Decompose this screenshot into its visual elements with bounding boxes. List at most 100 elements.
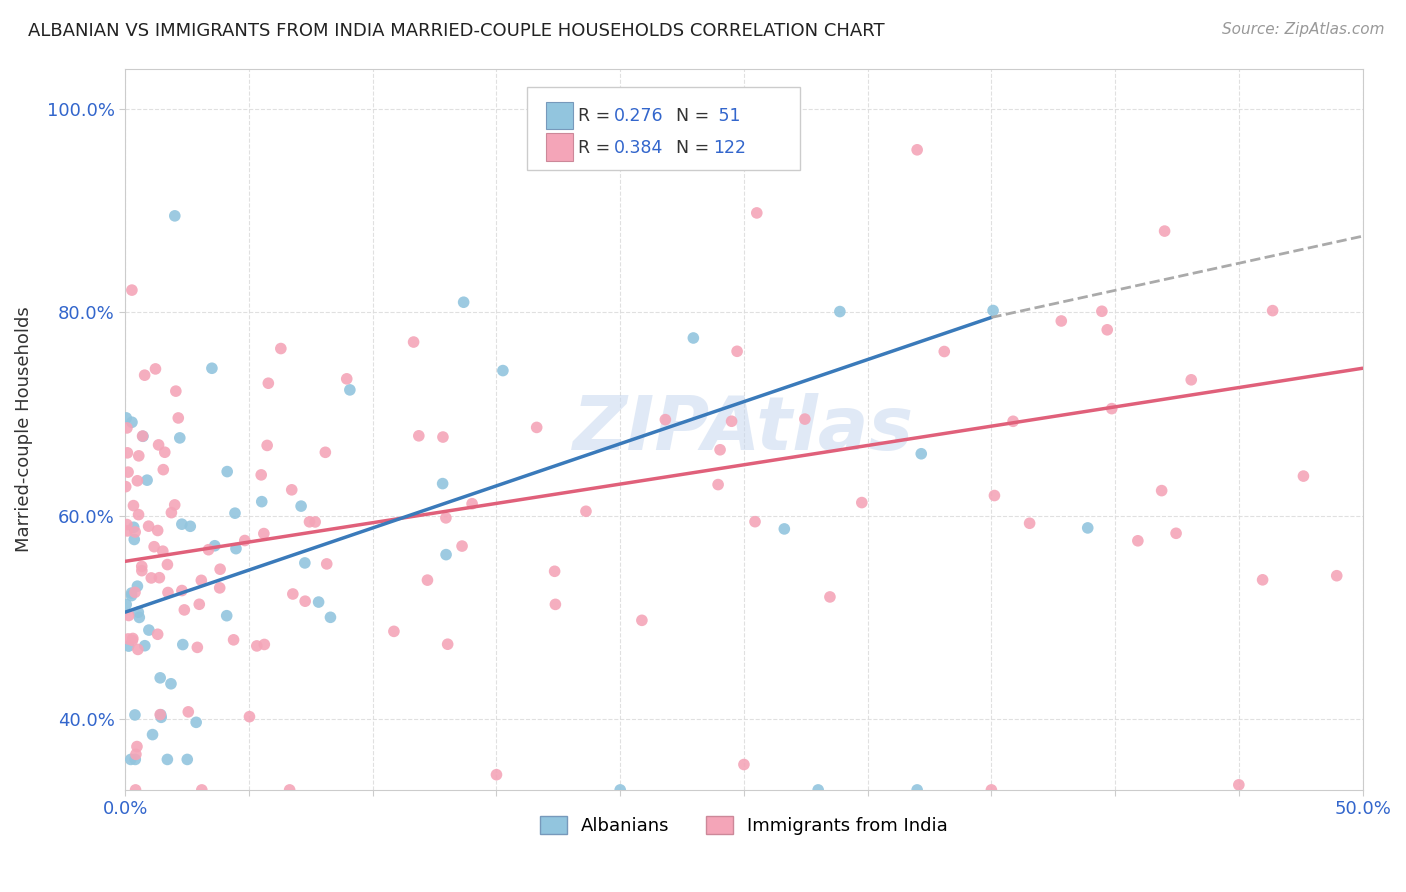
Point	[304, 515, 326, 529]
Point	[128, 610, 150, 624]
Point	[280, 483, 302, 497]
Point	[186, 640, 208, 655]
Legend: Albanians, Immigrants from India: Albanians, Immigrants from India	[540, 815, 948, 835]
Point	[120, 752, 142, 766]
Point	[1227, 778, 1250, 792]
Point	[165, 384, 187, 398]
Point	[138, 519, 160, 533]
Point	[115, 421, 138, 435]
Point	[1126, 533, 1149, 548]
Point	[117, 446, 139, 460]
Point	[733, 757, 755, 772]
Point	[224, 506, 246, 520]
Point	[122, 520, 145, 534]
Point	[485, 767, 508, 781]
Point	[128, 508, 150, 522]
Point	[197, 542, 219, 557]
Point	[453, 295, 475, 310]
Point	[117, 639, 139, 653]
Point	[1101, 401, 1123, 416]
Point	[707, 477, 730, 491]
Point	[492, 363, 515, 377]
Point	[1150, 483, 1173, 498]
Point	[980, 783, 1002, 797]
Point	[631, 613, 654, 627]
Point	[172, 638, 194, 652]
Point	[215, 608, 238, 623]
Point	[336, 372, 359, 386]
Point	[319, 610, 342, 624]
Point	[250, 467, 273, 482]
Point	[294, 556, 316, 570]
Point	[131, 564, 153, 578]
Point	[609, 783, 631, 797]
Point	[191, 783, 214, 797]
Point	[720, 414, 742, 428]
Point	[451, 539, 474, 553]
Point	[148, 438, 170, 452]
Point	[127, 474, 149, 488]
Y-axis label: Married-couple Households: Married-couple Households	[15, 306, 32, 552]
Point	[1018, 516, 1040, 531]
Point	[179, 519, 201, 533]
Point	[1002, 414, 1025, 428]
Point	[141, 571, 163, 585]
Point	[339, 383, 361, 397]
Point	[167, 411, 190, 425]
Point	[256, 438, 278, 452]
Point	[807, 783, 830, 797]
Point	[217, 465, 239, 479]
Point	[983, 489, 1005, 503]
Point	[124, 524, 146, 539]
Point	[170, 583, 193, 598]
Point	[294, 594, 316, 608]
Point	[141, 728, 163, 742]
Point	[150, 710, 173, 724]
Point	[138, 623, 160, 637]
Text: ZIPAtlas: ZIPAtlas	[574, 392, 914, 466]
Point	[773, 522, 796, 536]
Point	[526, 420, 548, 434]
Point	[117, 465, 139, 479]
Point	[122, 499, 145, 513]
Point	[115, 517, 138, 532]
Point	[188, 597, 211, 611]
Point	[125, 739, 148, 754]
Point	[146, 524, 169, 538]
Point	[132, 429, 155, 443]
Point	[308, 595, 330, 609]
Point	[186, 715, 208, 730]
Point	[153, 445, 176, 459]
Point	[315, 557, 337, 571]
Point	[117, 632, 139, 646]
Point	[851, 495, 873, 509]
Point	[434, 511, 457, 525]
Point	[575, 504, 598, 518]
Bar	[546, 102, 574, 129]
Point	[253, 637, 276, 651]
Point	[124, 707, 146, 722]
Point	[125, 747, 148, 762]
Point	[408, 429, 430, 443]
Point	[170, 517, 193, 532]
Text: R =: R =	[578, 139, 616, 157]
Point	[160, 677, 183, 691]
Point	[121, 632, 143, 646]
Text: N =: N =	[665, 107, 714, 125]
Text: Source: ZipAtlas.com: Source: ZipAtlas.com	[1222, 22, 1385, 37]
Point	[143, 540, 166, 554]
Point	[148, 571, 170, 585]
Point	[201, 361, 224, 376]
Text: ALBANIAN VS IMMIGRANTS FROM INDIA MARRIED-COUPLE HOUSEHOLDS CORRELATION CHART: ALBANIAN VS IMMIGRANTS FROM INDIA MARRIE…	[28, 22, 884, 40]
Point	[654, 412, 676, 426]
Point	[156, 752, 179, 766]
Point	[121, 283, 143, 297]
Point	[1180, 373, 1202, 387]
Point	[222, 632, 245, 647]
Point	[278, 783, 301, 797]
Point	[124, 585, 146, 599]
Text: 51: 51	[713, 107, 741, 125]
Point	[709, 442, 731, 457]
Point	[145, 362, 167, 376]
Point	[156, 585, 179, 599]
